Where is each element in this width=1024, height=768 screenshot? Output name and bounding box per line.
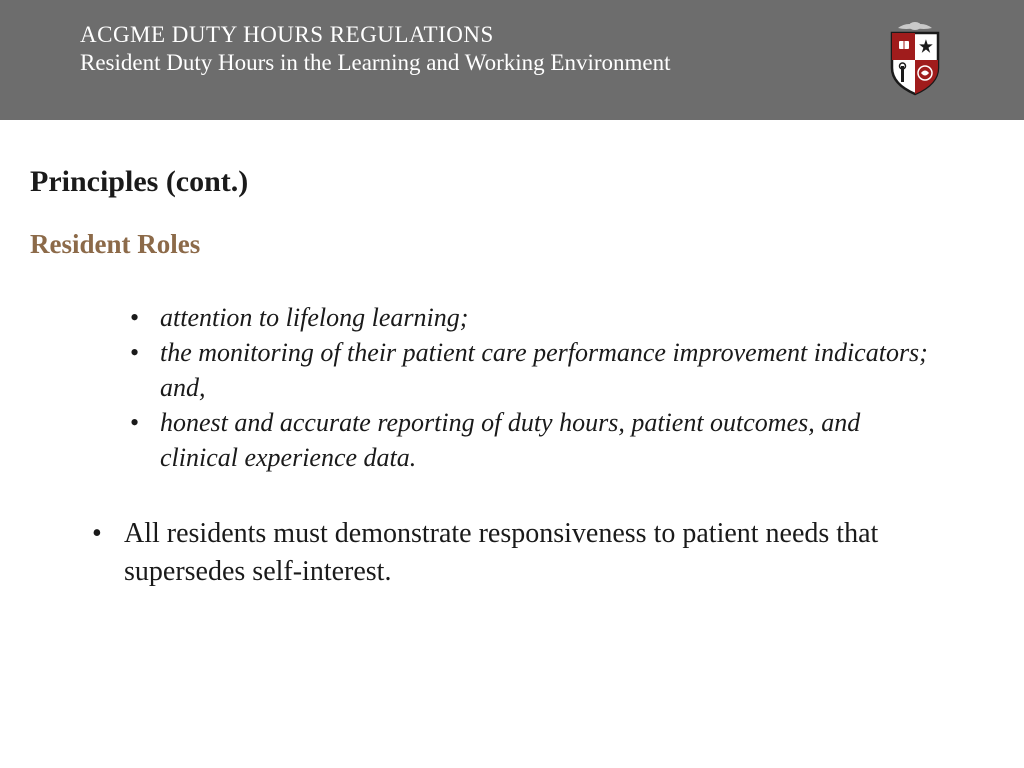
heading-resident-roles: Resident Roles — [30, 229, 944, 260]
heading-principles: Principles (cont.) — [30, 165, 944, 199]
inner-bullet-list: attention to lifelong learning; the moni… — [130, 300, 944, 475]
header-text-block: ACGME DUTY HOURS REGULATIONS Resident Du… — [80, 22, 671, 76]
content-area: Principles (cont.) Resident Roles attent… — [0, 120, 1024, 591]
header-bar: ACGME DUTY HOURS REGULATIONS Resident Du… — [0, 0, 1024, 120]
outer-bullet-list: All residents must demonstrate responsiv… — [92, 515, 944, 591]
list-item: All residents must demonstrate responsiv… — [92, 515, 944, 591]
list-item: honest and accurate reporting of duty ho… — [130, 405, 944, 475]
shield-logo — [886, 18, 944, 101]
list-item: the monitoring of their patient care per… — [130, 335, 944, 405]
header-title: ACGME DUTY HOURS REGULATIONS — [80, 22, 671, 48]
slide: ACGME DUTY HOURS REGULATIONS Resident Du… — [0, 0, 1024, 768]
list-item: attention to lifelong learning; — [130, 300, 944, 335]
shield-icon — [886, 18, 944, 96]
header-subtitle: Resident Duty Hours in the Learning and … — [80, 50, 671, 76]
